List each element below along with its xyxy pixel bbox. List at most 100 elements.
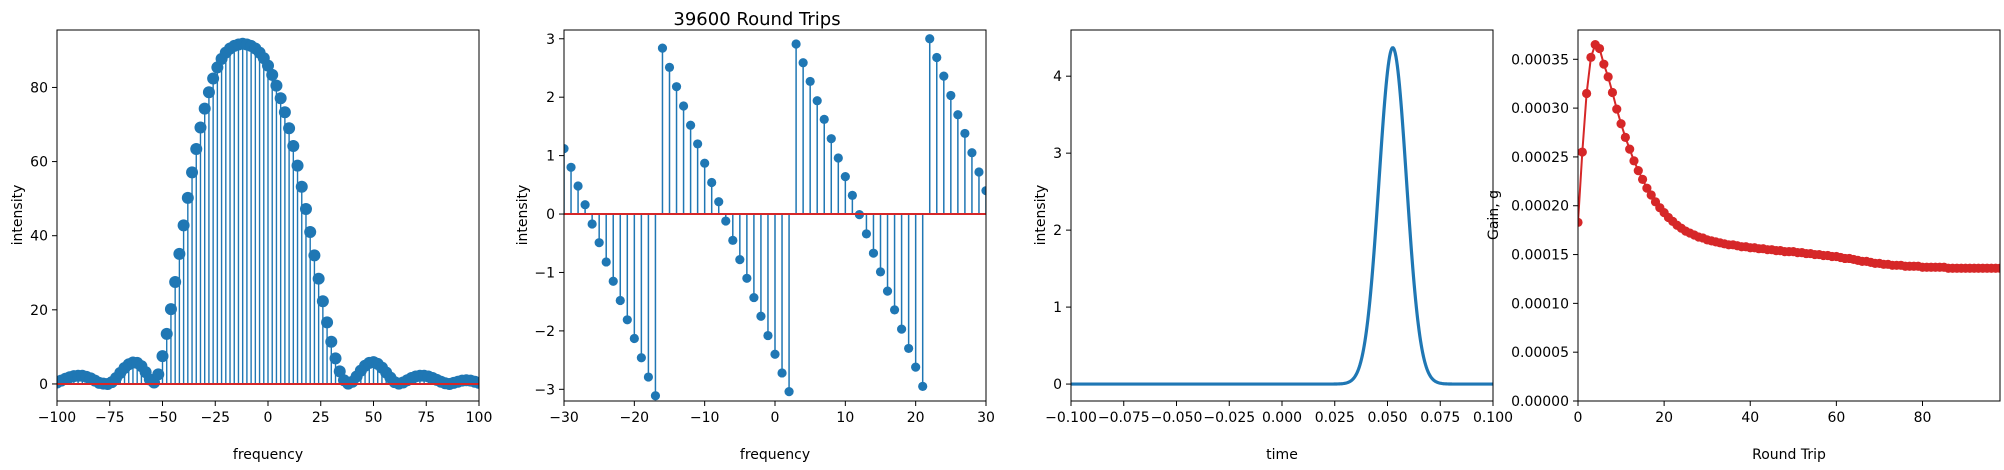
x-tick-label: −0.025 [1203,410,1255,426]
stem-marker [643,372,654,382]
stem-marker [868,248,879,258]
y-tick-label: 80 [30,80,48,96]
stem-marker [152,368,165,381]
y-tick-label: 0.00035 [1511,52,1569,68]
stem-marker [889,305,900,315]
y-tick-label: 2 [1053,223,1062,239]
gain-marker [1612,104,1622,114]
x-tick-label: 40 [1741,410,1759,426]
stem-marker [601,257,611,267]
x-tick-label: 0.050 [1367,410,1407,426]
gain-marker [1607,87,1618,98]
stem-marker [564,144,569,154]
plot-area [1071,46,1493,386]
stem-marker [295,180,308,193]
x-tick-label: 80 [1914,410,1932,426]
stem-marker [283,122,296,135]
gain-line [1578,42,2000,270]
stem-marker [186,166,199,179]
x-axis-label: Round Trip [1752,447,1826,463]
x-tick-label: 0 [1574,410,1583,426]
stem-marker [763,330,773,341]
stem-marker [304,225,317,238]
y-tick-label: 0.00000 [1511,394,1569,410]
stem-marker [700,158,710,168]
chart-title: 39600 Round Trips [673,9,840,30]
stem-marker [840,172,850,182]
y-tick-label: 0.00010 [1511,296,1569,312]
x-tick-label: −75 [95,410,125,426]
stem-marker [847,190,857,200]
stem-marker [728,235,738,245]
stem-marker [981,186,986,196]
y-tick-label: 40 [30,229,48,245]
y-tick-label: 0.00015 [1511,248,1569,264]
stem-marker [650,391,661,401]
gain-marker [1578,147,1587,157]
y-tick-label: 0 [39,377,48,393]
axes-frame [1070,29,1494,402]
gain-marker [1642,183,1652,193]
stem-marker [939,71,949,81]
stem-marker [270,79,283,92]
x-tick-label: −0.100 [1045,410,1097,426]
y-tick-label: 1 [1053,300,1062,316]
stem-marker [749,292,759,303]
x-tick-label: 25 [312,410,330,426]
stem-marker [742,273,752,283]
stem-marker [911,362,921,372]
y-tick-label: 1 [546,149,555,165]
gain-marker [1578,217,1583,227]
stem-marker [156,350,169,363]
stem-marker [321,316,334,329]
gain-marker [1637,174,1648,184]
tick-labels: −0.100 −0.075 −0.050 −0.025 0.000 0.025 0.050 0… [1045,69,1513,426]
stem-marker [194,121,207,134]
x-tick-label: 0.025 [1315,410,1355,426]
stem-marker [707,177,717,188]
y-tick-label: 0.00030 [1511,101,1569,117]
stem-marker [636,353,646,363]
stem-marker [316,295,329,308]
x-tick-label: −100 [38,410,76,426]
gain-marker [1629,156,1639,166]
x-axis-label: frequency [233,447,303,463]
stem-marker [974,167,984,177]
stem-marker [770,349,780,359]
y-tick-label: 2 [546,90,555,106]
stem-marker [756,311,766,321]
y-axis-label: intensity [10,185,26,246]
stem-marker [198,102,211,115]
gain-marker [1646,190,1656,200]
x-tick-label: 75 [417,410,435,426]
stem-marker [169,276,182,289]
y-tick-label: 0 [546,207,555,223]
stem-marker [925,34,935,44]
plot-area [57,37,479,390]
plot-area [1578,40,2000,273]
panel-phase: 39600 Round Trips −30 −20 −10 0 10 20 30−3−2−1… [515,9,995,463]
tick-labels: 0 20 40 60 80 0.00000 0.00005 0.00010 0.00015 0.0… [1511,52,1931,426]
stem-marker [615,295,625,306]
x-tick-label: 10 [836,410,854,426]
stem-marker [274,92,287,105]
stem-marker [207,72,220,85]
stem-marker [312,272,325,285]
stem-marker [278,106,291,119]
tick-labels: −100 −75 −50 −25 0 25 50 75 100 0 20 40 60 80 [30,80,492,426]
gain-marker [1594,43,1605,54]
x-tick-label: 0.000 [1262,410,1302,426]
stem-marker [904,343,914,354]
stem-marker [262,59,274,72]
y-tick-label: 4 [1053,69,1062,85]
stem-marker [573,181,583,191]
stem-marker [181,191,194,204]
x-tick-label: −30 [549,410,579,426]
stem-marker [960,128,970,139]
stem-marker [202,86,215,99]
stem-marker [664,62,675,72]
x-tick-label: 20 [1655,410,1673,426]
x-tick-label: 50 [365,410,383,426]
